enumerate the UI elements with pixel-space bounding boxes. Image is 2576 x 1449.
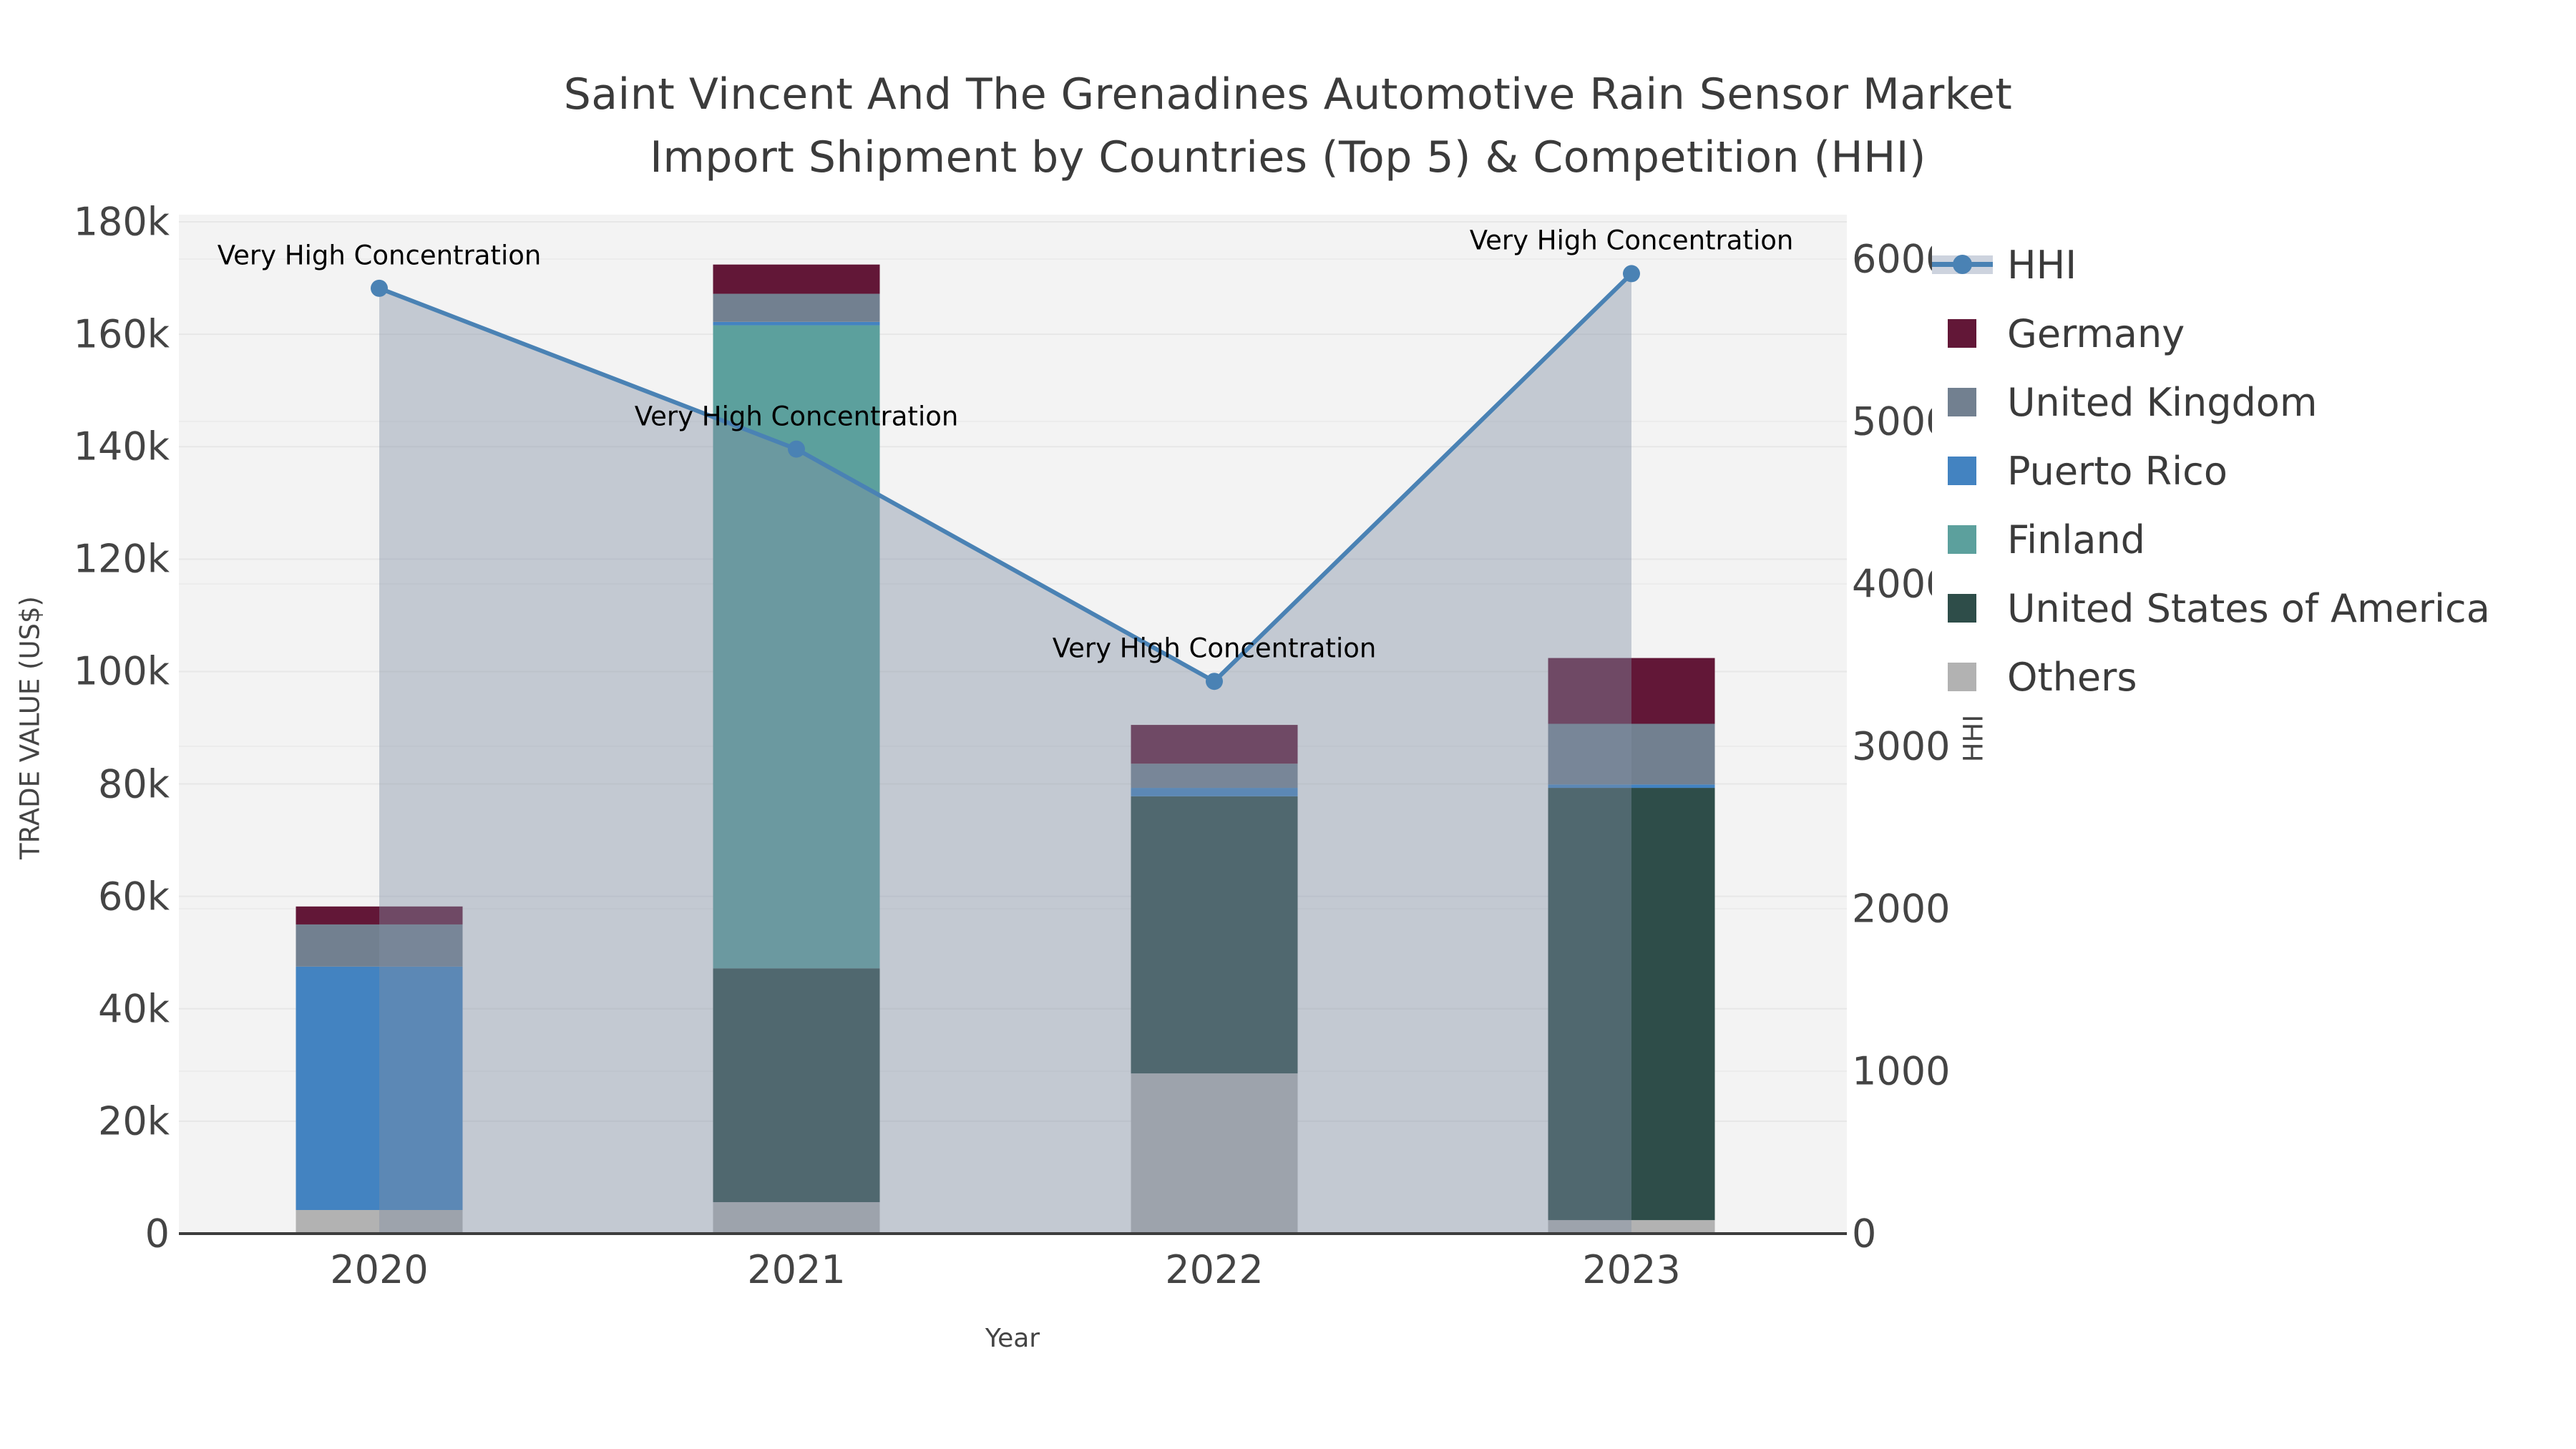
bar-segment-germany-2022[interactable] <box>1131 725 1298 764</box>
bar-segment-germany-2020[interactable] <box>296 906 463 924</box>
legend-label: Germany <box>2007 311 2185 356</box>
bar-segment-puerto-rico-2023[interactable] <box>1548 784 1715 789</box>
legend-item-germany[interactable]: Germany <box>1932 299 2562 368</box>
y-left-tick-160k: 160k <box>73 311 170 357</box>
bar-segment-others-2020[interactable] <box>296 1210 463 1234</box>
y-right-tick-1000: 1000 <box>1852 1048 1951 1094</box>
hhi-line <box>378 272 1634 684</box>
legend-item-puerto-rico[interactable]: Puerto Rico <box>1932 436 2562 505</box>
y-left-tick-40k: 40k <box>98 986 170 1032</box>
chart-title-line2: Import Shipment by Countries (Top 5) & C… <box>650 132 1926 182</box>
y-right-tick-3000: 3000 <box>1852 723 1951 769</box>
hhi-marker-2021[interactable] <box>788 440 805 458</box>
legend-label: Puerto Rico <box>2007 448 2228 494</box>
bar-segment-germany-2023[interactable] <box>1548 658 1715 724</box>
bar-segment-united-kingdom-2022[interactable] <box>1131 763 1298 789</box>
legend-swatch-icon <box>1932 368 1993 436</box>
bar-segment-united-kingdom-2020[interactable] <box>296 924 463 967</box>
bar-segment-united-kingdom-2023[interactable] <box>1548 723 1715 785</box>
y-axis-title-left: TRADE VALUE (US$) <box>14 596 46 859</box>
bar-segment-others-2021[interactable] <box>713 1202 880 1234</box>
legend-label: United Kingdom <box>2007 379 2318 425</box>
bar-segment-united-states-of-america-2021[interactable] <box>713 968 880 1203</box>
legend-swatch-icon <box>1932 299 1993 368</box>
y-left-tick-60k: 60k <box>98 874 170 919</box>
hhi-marker-2023[interactable] <box>1623 265 1640 283</box>
bar-segment-finland-2021[interactable] <box>713 325 880 969</box>
y-left-tick-80k: 80k <box>98 761 170 807</box>
y-right-tick-0: 0 <box>1852 1211 1877 1257</box>
hhi-area-fill <box>379 273 1631 1234</box>
y-right-tick-2000: 2000 <box>1852 886 1951 932</box>
bar-segment-germany-2021[interactable] <box>713 264 880 294</box>
y-left-tick-120k: 120k <box>73 536 170 582</box>
y-left-tick-0: 0 <box>145 1211 170 1257</box>
y-axis-title-right: HHI <box>1958 714 1989 763</box>
legend-item-united-kingdom[interactable]: United Kingdom <box>1932 368 2562 436</box>
y-left-tick-20k: 20k <box>98 1098 170 1144</box>
legend-item-hhi[interactable]: HHI <box>1932 230 2562 299</box>
bar-segment-puerto-rico-2020[interactable] <box>296 966 463 1211</box>
x-tick-2022: 2022 <box>1165 1247 1264 1292</box>
legend-swatch-icon <box>1932 505 1993 574</box>
annotation-2022: Very High Concentration <box>1052 633 1377 664</box>
bar-segment-puerto-rico-2021[interactable] <box>713 321 880 326</box>
annotation-2021: Very High Concentration <box>634 401 959 432</box>
bar-segment-united-states-of-america-2022[interactable] <box>1131 796 1298 1074</box>
hhi-line-icon <box>1932 230 1993 299</box>
legend-label: United States of America <box>2007 585 2490 631</box>
x-tick-2021: 2021 <box>747 1247 846 1292</box>
y-left-tick-140k: 140k <box>73 424 170 469</box>
bar-segment-puerto-rico-2022[interactable] <box>1131 788 1298 796</box>
legend-swatch-icon <box>1932 643 1993 711</box>
legend-item-united-states-of-america[interactable]: United States of America <box>1932 574 2562 643</box>
legend-label: Others <box>2007 654 2137 700</box>
bar-segment-united-kingdom-2021[interactable] <box>713 293 880 322</box>
x-axis-title: Year <box>985 1324 1040 1353</box>
legend-item-others[interactable]: Others <box>1932 643 2562 711</box>
x-tick-2023: 2023 <box>1582 1247 1681 1292</box>
bar-segment-others-2023[interactable] <box>1548 1220 1715 1234</box>
legend: HHI Germany United Kingdom Puerto Rico Finla… <box>1932 230 2562 711</box>
legend-item-finland[interactable]: Finland <box>1932 505 2562 574</box>
hhi-marker-2020[interactable] <box>371 279 388 297</box>
chart-title-line1: Saint Vincent And The Grenadines Automot… <box>563 69 2013 119</box>
hhi-marker-2022[interactable] <box>1206 673 1223 691</box>
bar-segment-united-states-of-america-2023[interactable] <box>1548 788 1715 1221</box>
legend-swatch-icon <box>1932 436 1993 505</box>
annotation-2023: Very High Concentration <box>1469 225 1794 256</box>
annotation-2020: Very High Concentration <box>217 240 542 271</box>
y-left-tick-180k: 180k <box>73 199 170 245</box>
bar-segment-others-2022[interactable] <box>1131 1073 1298 1234</box>
legend-label: Finland <box>2007 517 2145 562</box>
x-tick-2020: 2020 <box>330 1247 429 1292</box>
y-left-tick-100k: 100k <box>73 648 170 694</box>
legend-swatch-icon <box>1932 574 1993 643</box>
legend-label: HHI <box>2007 242 2077 288</box>
